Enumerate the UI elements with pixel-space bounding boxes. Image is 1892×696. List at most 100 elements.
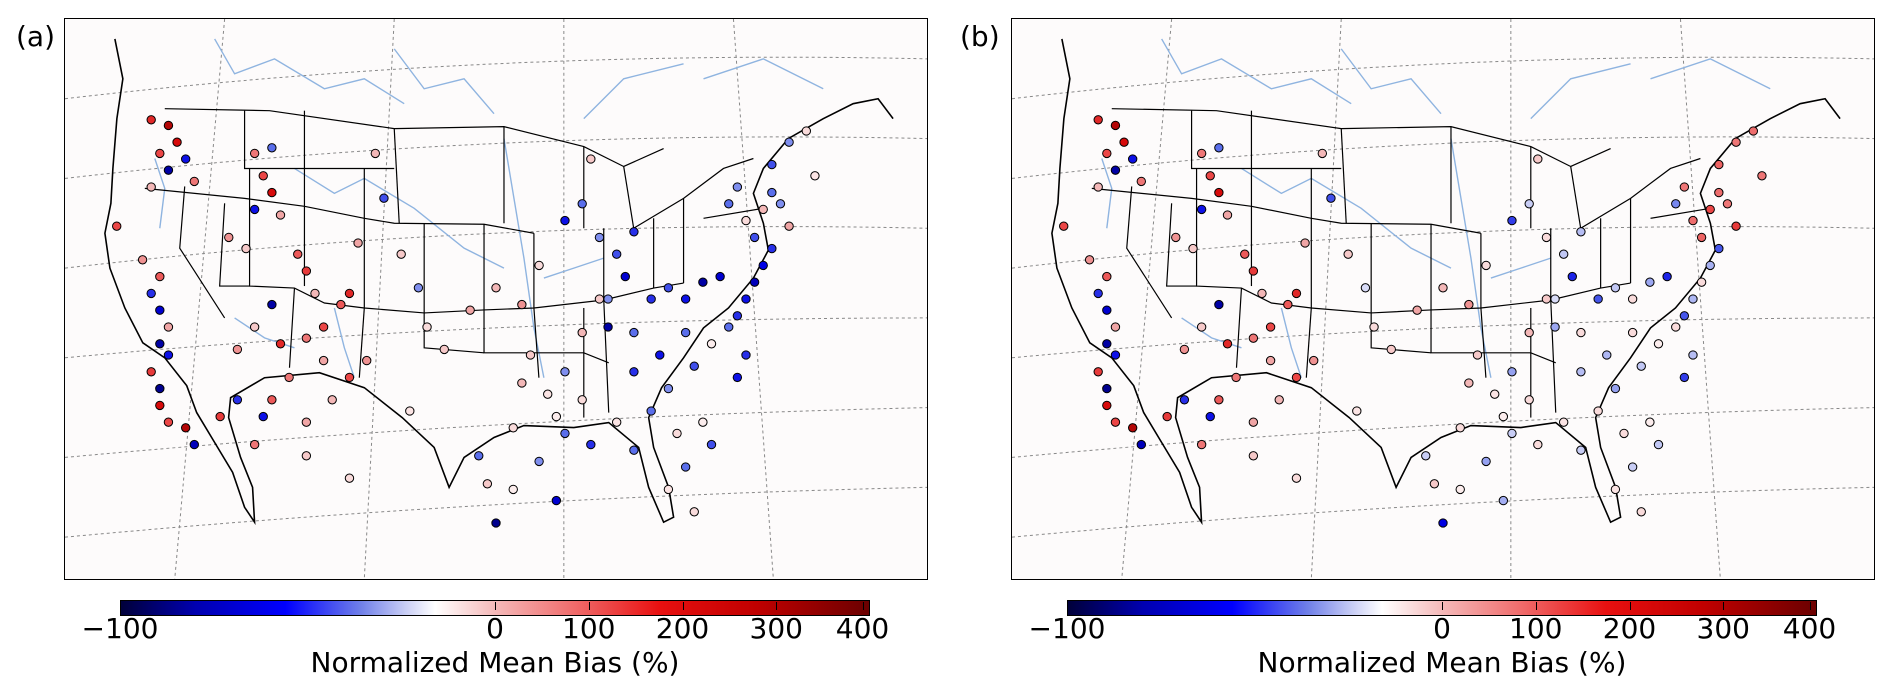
state-boundary [423, 223, 485, 354]
station-marker [1265, 322, 1276, 332]
station-marker [1214, 395, 1224, 405]
coastline [1051, 38, 1841, 526]
state-boundary [1370, 223, 1432, 354]
station-marker [1059, 221, 1069, 231]
station-marker [1110, 120, 1121, 131]
river-line [1530, 63, 1631, 120]
station-marker [405, 406, 415, 416]
station-marker [689, 361, 699, 371]
station-marker [474, 451, 484, 461]
station-marker [1248, 451, 1259, 461]
graticule-line [1012, 56, 1874, 100]
river-line [503, 138, 545, 378]
station-marker [327, 395, 337, 405]
station-marker [1369, 322, 1379, 332]
station-marker [629, 445, 639, 455]
colorbar-a-title: Normalized Mean Bias (%) [310, 646, 680, 679]
station-marker [758, 204, 768, 215]
station-marker [1481, 260, 1491, 271]
station-marker [224, 232, 234, 243]
station-marker [1326, 193, 1336, 203]
station-marker [465, 305, 475, 315]
station-marker [1127, 423, 1138, 433]
graticule-line [1012, 407, 1874, 458]
station-marker [741, 350, 751, 360]
station-marker [1524, 395, 1534, 405]
state-boundary [393, 128, 400, 224]
station-marker [732, 372, 743, 383]
state-boundary [1430, 309, 1486, 354]
station-marker [1714, 243, 1724, 254]
station-marker [629, 367, 639, 377]
station-marker [215, 411, 225, 422]
station-marker [1119, 137, 1129, 147]
station-marker [1265, 355, 1276, 366]
station-marker [801, 126, 812, 136]
station-marker [1688, 350, 1698, 360]
colorbar-tick-mark [682, 602, 684, 610]
graticule-line [65, 56, 927, 100]
station-marker [1283, 299, 1293, 310]
station-marker [1636, 507, 1646, 517]
station-marker [1455, 484, 1465, 495]
state-boundary [1091, 187, 1482, 234]
station-marker [318, 322, 329, 332]
station-marker [310, 288, 320, 299]
station-marker [1179, 344, 1190, 355]
station-marker [603, 322, 613, 332]
station-marker [689, 507, 699, 517]
station-marker [732, 311, 743, 321]
station-marker [517, 299, 527, 310]
station-marker [275, 339, 286, 349]
station-marker [353, 238, 363, 248]
state-boundary [1166, 203, 1197, 287]
station-marker [1671, 322, 1681, 332]
station-marker [1593, 294, 1603, 304]
colorbar-tick-mark [495, 602, 496, 610]
station-marker [1257, 288, 1267, 299]
station-marker [732, 182, 743, 192]
colorbar-tick-label: 100 [1509, 612, 1563, 645]
station-marker [163, 350, 174, 360]
station-marker [1171, 232, 1181, 243]
colorbar-tick-mark [1067, 602, 1068, 610]
station-marker [1274, 395, 1284, 405]
station-marker [1757, 171, 1767, 181]
state-boundary [1305, 307, 1312, 378]
river-line [1450, 138, 1492, 378]
colorbar-tick-label: 200 [1602, 612, 1657, 645]
station-marker [1248, 266, 1259, 276]
state-boundary [703, 207, 764, 219]
station-marker [1688, 294, 1698, 304]
station-marker [741, 215, 751, 226]
colorbar-tick-label: 400 [835, 612, 890, 645]
station-marker [112, 221, 122, 231]
station-marker [534, 456, 544, 467]
station-marker [749, 232, 760, 243]
graticule-line [1012, 136, 1874, 179]
station-marker [767, 243, 777, 254]
station-marker [1645, 417, 1655, 427]
station-marker [1102, 271, 1112, 282]
station-marker [1627, 462, 1638, 472]
state-boundary [1485, 352, 1556, 364]
station-marker [1550, 322, 1560, 332]
station-marker [1248, 333, 1259, 343]
station-marker [146, 288, 156, 299]
station-marker [336, 299, 346, 310]
panel-a-label: (a) [16, 20, 56, 53]
station-marker [1524, 199, 1534, 209]
station-marker [491, 518, 501, 528]
station-marker [586, 439, 596, 450]
station-marker [560, 367, 570, 377]
river-line [1280, 307, 1302, 378]
station-marker [577, 327, 587, 338]
map-panel-b [1011, 18, 1875, 580]
station-marker [413, 283, 424, 293]
station-marker [706, 439, 717, 450]
station-marker [629, 227, 639, 237]
station-marker [758, 260, 768, 271]
colorbar-tick-mark [776, 602, 778, 610]
station-marker [1309, 355, 1319, 366]
station-marker [1110, 322, 1121, 332]
